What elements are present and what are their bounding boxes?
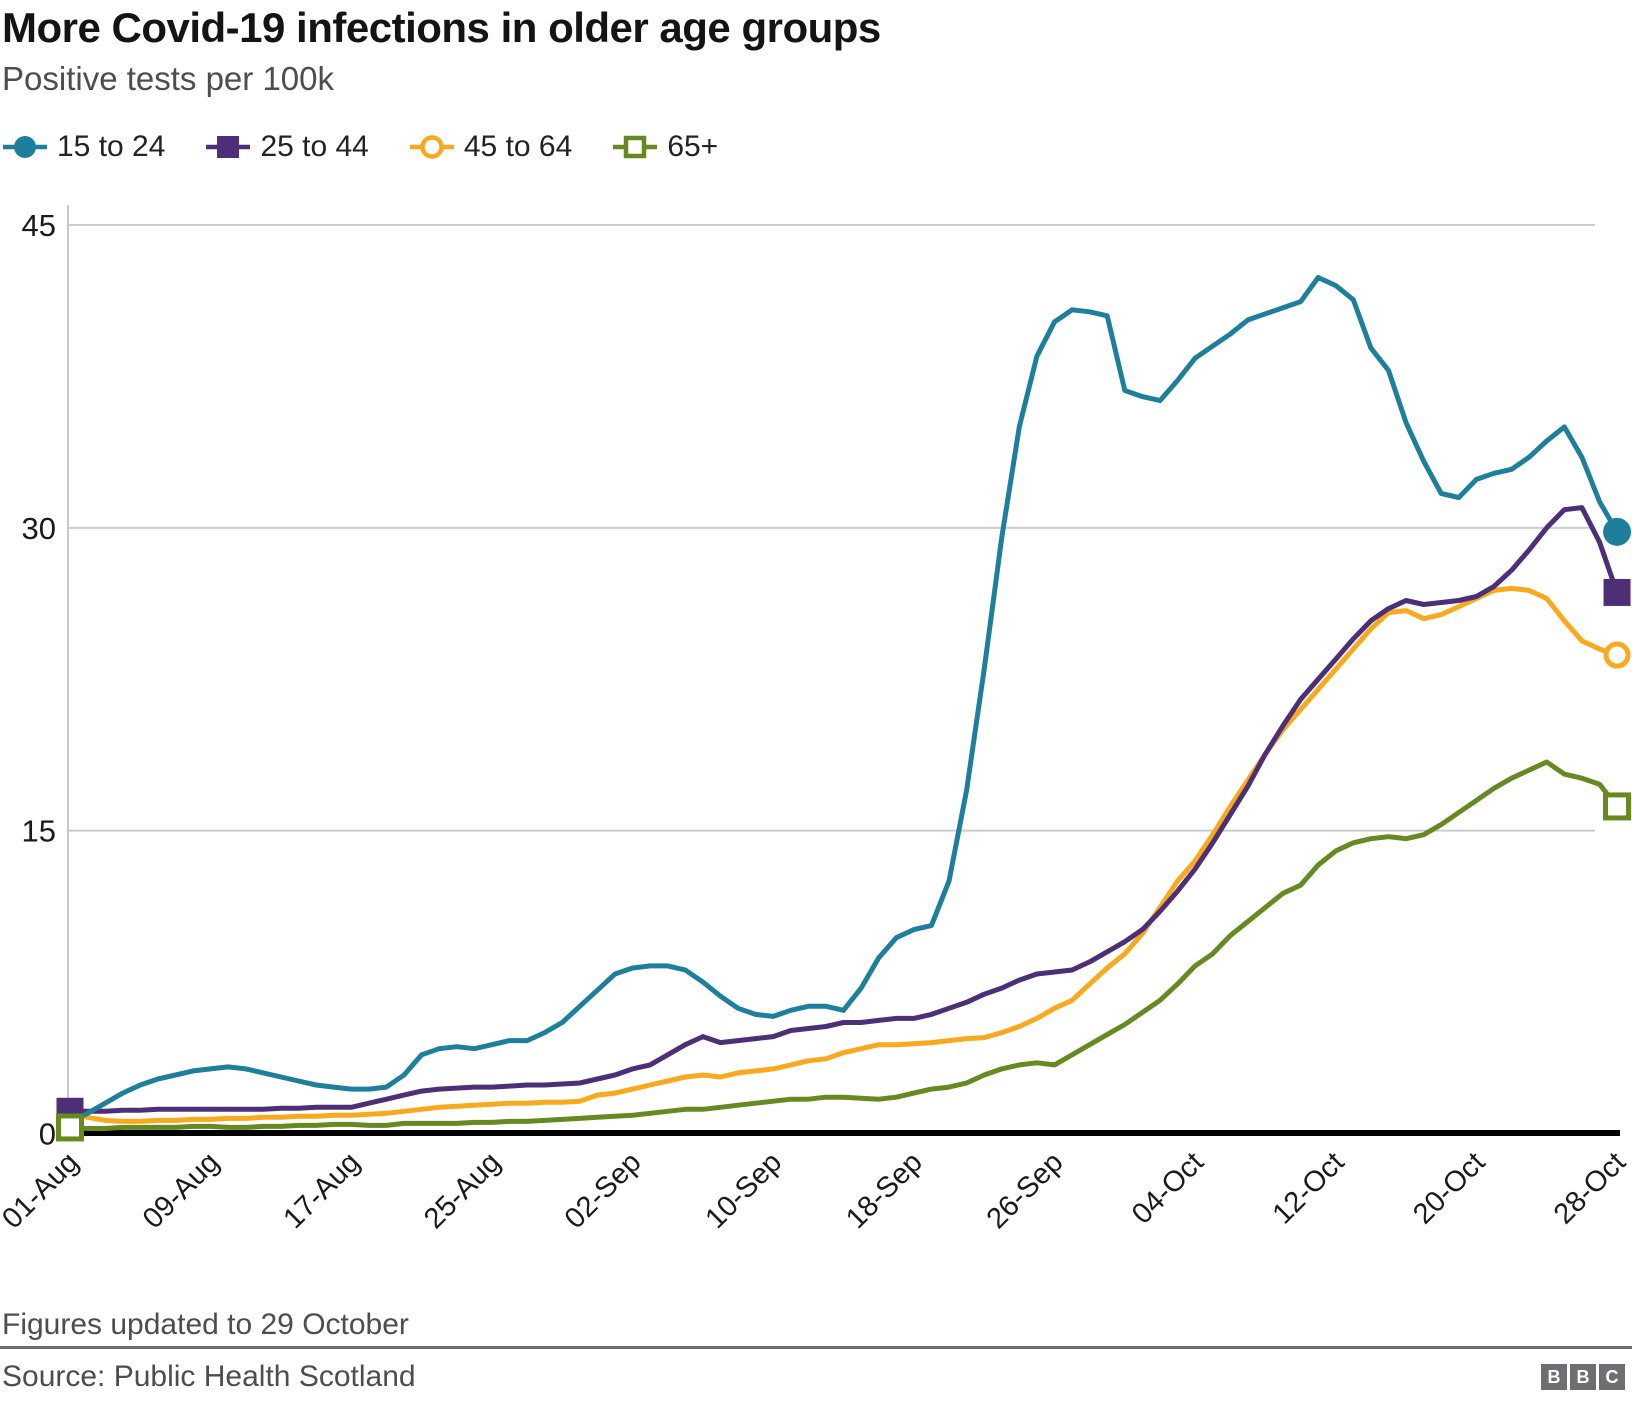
footer-divider (0, 1346, 1632, 1349)
x-tick-label: 28-Oct (1548, 1146, 1632, 1230)
x-tick-label: 12-Oct (1267, 1146, 1351, 1230)
y-tick-label: 0 (39, 1117, 56, 1152)
bbc-logo-letter: B (1570, 1364, 1596, 1390)
x-tick-label: 20-Oct (1407, 1146, 1491, 1230)
legend-item-25-to-44: 25 to 44 (205, 130, 369, 164)
x-tick-label: 10-Sep (699, 1146, 788, 1235)
legend-marker-icon (409, 135, 454, 159)
x-tick-label: 02-Sep (559, 1146, 648, 1235)
legend-label: 65+ (667, 130, 719, 163)
marker-25-to-44 (1603, 578, 1631, 606)
line-65+ (67, 759, 1620, 1131)
legend-item-45-to-64: 45 to 64 (409, 130, 572, 164)
x-tick-label: 09-Aug (137, 1146, 226, 1235)
legend-label: 25 to 44 (260, 130, 369, 163)
legend-marker-icon (3, 136, 47, 158)
legend-label: 15 to 24 (57, 130, 166, 163)
marker-15-to-24 (1603, 517, 1632, 546)
source-credit: Source: Public Health Scotland (2, 1360, 416, 1393)
marker-65+ (56, 1113, 84, 1142)
y-tick-label: 45 (22, 208, 56, 243)
marker-45-to-64 (1603, 641, 1631, 669)
marker-65+ (1603, 792, 1632, 821)
bbc-logo-letter: B (1541, 1364, 1567, 1390)
x-tick-label: 17-Aug (277, 1146, 366, 1235)
line-15-to-24 (67, 275, 1620, 1124)
chart-footnote: Figures updated to 29 October (2, 1308, 409, 1341)
page-title: More Covid-19 infections in older age gr… (2, 4, 881, 51)
bbc-logo: B B C (1541, 1364, 1625, 1390)
legend-item-15-to-24: 15 to 24 (2, 130, 165, 164)
y-tick-label: 15 (22, 814, 56, 849)
chart-legend: 15 to 24 25 to 44 45 to 64 65+ (2, 130, 718, 164)
x-tick-label: 25-Aug (418, 1146, 507, 1235)
x-tick-label: 26-Sep (981, 1146, 1070, 1235)
x-tick-label: 04-Oct (1126, 1146, 1210, 1230)
legend-label: 45 to 64 (463, 130, 573, 163)
x-tick-label: 18-Sep (840, 1146, 929, 1235)
y-tick-label: 30 (22, 511, 56, 546)
line-45-to-64 (67, 585, 1620, 1124)
legend-marker-icon (206, 136, 251, 158)
line-25-to-44 (67, 505, 1620, 1114)
x-tick-label: 01-Aug (0, 1146, 85, 1235)
legend-item-65+: 65+ (612, 130, 718, 164)
bbc-logo-letter: C (1599, 1364, 1625, 1390)
legend-marker-icon (613, 135, 658, 159)
chart-subtitle: Positive tests per 100k (2, 60, 334, 97)
